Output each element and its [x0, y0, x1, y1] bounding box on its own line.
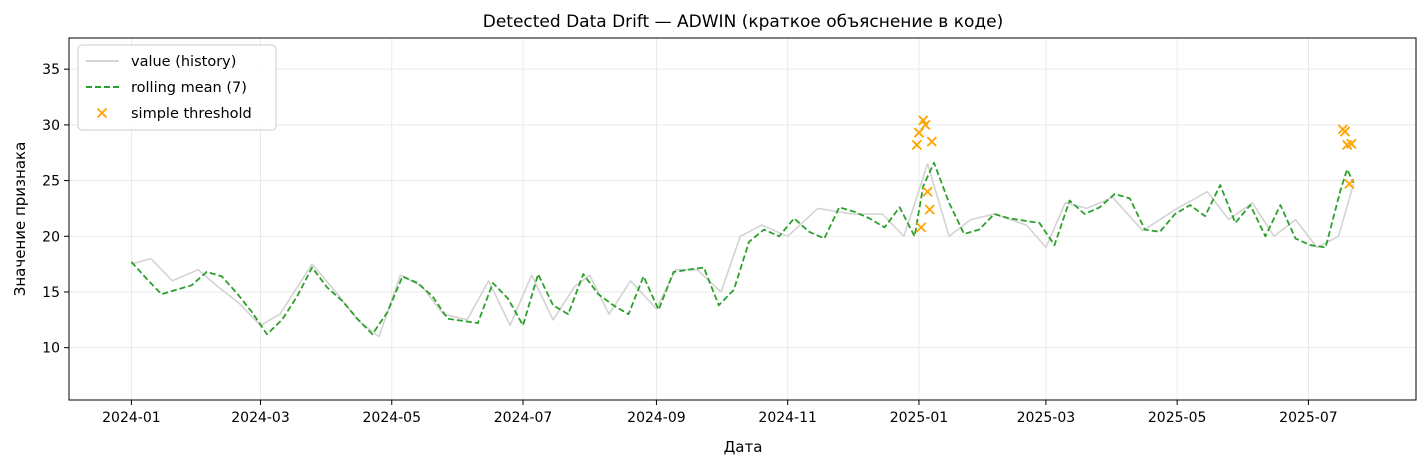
- x-tick-label: 2025-03: [1017, 410, 1076, 426]
- threshold-marker: [911, 139, 922, 151]
- y-tick-label: 25: [42, 174, 60, 190]
- y-tick-label: 10: [42, 341, 60, 357]
- y-tick-label: 35: [42, 62, 60, 78]
- legend-label-rolling-mean: rolling mean (7): [131, 80, 247, 96]
- plot-frame: [68, 37, 1417, 401]
- legend-label-simple-threshold: simple threshold: [131, 106, 252, 122]
- series-simple-threshold: [911, 115, 1357, 233]
- x-tick-label: 2024-07: [494, 410, 553, 426]
- threshold-marker: [1344, 178, 1355, 190]
- x-tick-label: 2024-05: [363, 410, 422, 426]
- y-axis-title: Значение признака: [11, 142, 29, 297]
- threshold-marker: [915, 222, 927, 233]
- x-tick-label: 2024-03: [231, 410, 290, 426]
- y-tick-label: 30: [42, 118, 60, 134]
- x-axis-title: Дата: [724, 438, 763, 456]
- x-tick-label: 2024-09: [627, 410, 686, 426]
- threshold-marker: [920, 119, 931, 131]
- threshold-marker: [924, 204, 935, 215]
- x-tick-label: 2025-05: [1148, 410, 1207, 426]
- y-tick-label: 15: [42, 285, 60, 301]
- threshold-marker: [922, 186, 933, 197]
- y-tick-label: 20: [42, 229, 60, 245]
- chart-title: Detected Data Drift — ADWIN (краткое объ…: [483, 12, 1004, 32]
- threshold-marker: [1346, 138, 1357, 149]
- series-layer: [130, 115, 1357, 338]
- threshold-marker: [913, 127, 925, 138]
- x-axis: 2024-01 2024-03 2024-05 2024-07 2024-09 2024-…: [102, 400, 1338, 426]
- threshold-marker: [1339, 126, 1351, 137]
- x-tick-label: 2024-11: [758, 410, 817, 426]
- legend: value (history) rolling mean (7) simple …: [77, 44, 277, 131]
- series-value-history-line: [131, 163, 1355, 338]
- threshold-marker: [926, 136, 937, 147]
- y-axis: 10 15 20 25 30 35: [42, 62, 69, 357]
- legend-box: [77, 44, 277, 131]
- x-tick-label: 2025-07: [1279, 410, 1338, 426]
- x-tick-label: 2024-01: [102, 410, 161, 426]
- legend-label-value-history: value (history): [131, 54, 236, 70]
- plot-area: [68, 37, 1417, 401]
- legend-marker-x: [96, 107, 108, 119]
- grid-lines: [69, 38, 1416, 400]
- legend-swatch-simple-threshold: [96, 107, 108, 119]
- series-rolling-mean-line: [130, 161, 1355, 336]
- x-tick-label: 2025-01: [890, 410, 949, 426]
